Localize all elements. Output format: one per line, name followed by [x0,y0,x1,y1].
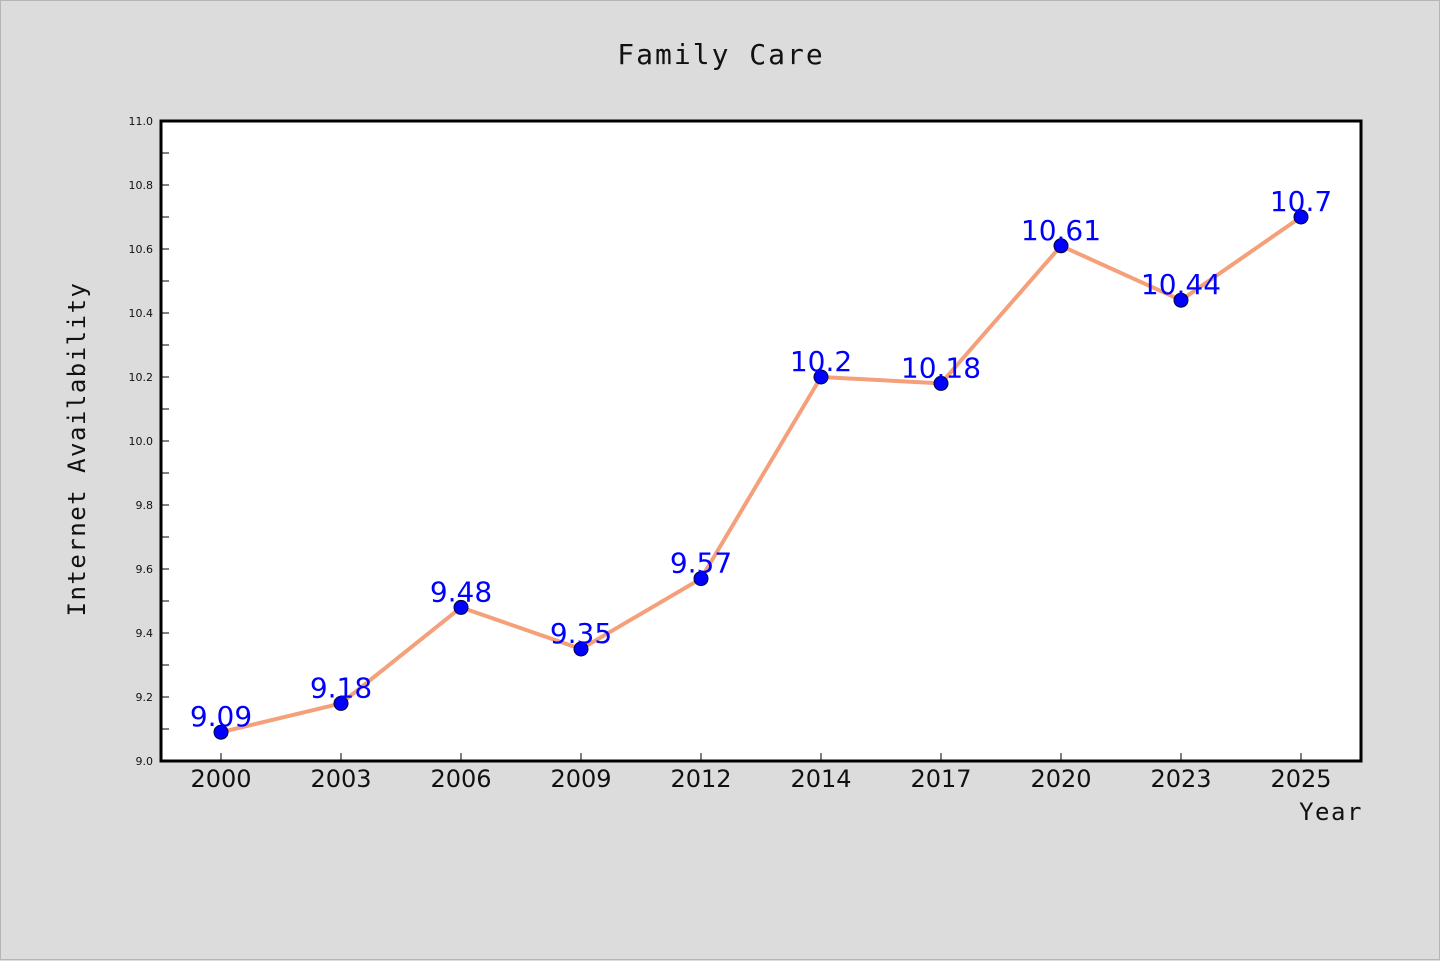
data-point [453,599,469,615]
data-label: 9.48 [430,575,492,608]
y-axis-label: Internet Availability [63,282,91,617]
x-tick-label: 2012 [670,765,731,793]
plot-border [159,119,1363,763]
x-tick-label: 2014 [790,765,851,793]
y-tick-label: 11.0 [129,115,154,128]
data-point [573,641,589,657]
series-group: 9.09 9.18 9.48 9.35 9.57 10.2 10.18 10.61 10.44 1… [190,185,1332,740]
data-label: 10.2 [790,345,852,378]
plot-area [161,121,1361,761]
data-point [813,369,829,385]
x-axis: 2000 2003 2006 2009 2012 2014 2017 2020 2023 2025 [190,753,1332,793]
x-tick-label: 2017 [910,765,971,793]
x-axis-label: Year [1299,798,1363,826]
data-label: 9.09 [190,700,252,733]
data-point [933,375,949,391]
y-tick-label: 10.4 [129,307,154,320]
y-tick-label: 10.6 [129,243,154,256]
y-tick-label: 10.0 [129,435,154,448]
x-tick-label: 2020 [1030,765,1091,793]
data-label: 10.61 [1021,214,1101,247]
x-tick-label: 2023 [1150,765,1211,793]
data-point [1053,238,1069,254]
data-point [1293,209,1309,225]
x-tick-label: 2025 [1270,765,1331,793]
y-tick-label: 9.4 [136,627,154,640]
y-tick-label: 9.8 [136,499,154,512]
y-axis: 9.0 9.2 9.4 9.6 9.8 10.0 10.2 10.4 10.6 10.8 11.0 [129,115,169,768]
data-label: 9.35 [550,617,612,650]
y-tick-label: 9.6 [136,563,154,576]
data-label: 10.7 [1270,185,1332,218]
chart-title: Family Care [617,38,824,71]
data-label: 9.18 [310,671,372,704]
data-point [333,695,349,711]
data-label: 9.57 [670,547,732,580]
data-point [693,571,709,587]
x-tick-label: 2000 [190,765,251,793]
y-tick-label: 10.2 [129,371,154,384]
x-tick-label: 2006 [430,765,491,793]
y-tick-label: 9.0 [136,755,154,768]
series-line [219,215,1303,735]
data-point [1173,292,1189,308]
data-point [213,724,229,740]
data-label: 10.18 [901,351,981,384]
data-label: 10.44 [1141,268,1221,301]
y-tick-label: 9.2 [136,691,154,704]
x-tick-label: 2009 [550,765,611,793]
y-tick-label: 10.8 [129,179,154,192]
x-tick-label: 2003 [310,765,371,793]
